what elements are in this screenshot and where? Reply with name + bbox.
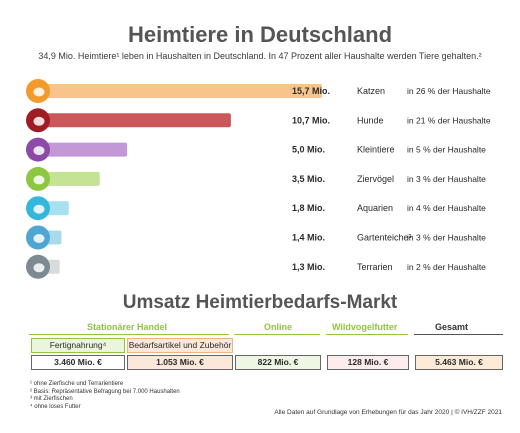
share-label-2: in 21 % der Haushalte — [407, 115, 491, 125]
category-label-4: Ziervögel — [357, 174, 394, 184]
category-label-7: Terrarien — [357, 262, 393, 272]
value-food: 3.460 Mio. € — [31, 355, 125, 370]
source-note: Alle Daten auf Grundlage von Erhebungen … — [274, 409, 502, 416]
footnote-3: ³ mit Zierfischen — [30, 396, 73, 403]
bar-4 — [36, 171, 100, 186]
value-label-2: 10,7 Mio. — [292, 115, 330, 125]
footnote-1: ¹ ohne Zierfische und Terrarientiere — [30, 381, 124, 387]
market-table: Stationärer Handel Online Wildvogelfutte… — [29, 322, 503, 382]
dog-icon-shape — [33, 116, 45, 126]
page-subtitle: 34,9 Mio. Heimtiere¹ leben in Haushalten… — [38, 51, 482, 61]
share-label-7: in 2 % der Haushalte — [407, 262, 486, 272]
value-label-4: 3,5 Mio. — [292, 174, 325, 184]
value-total: 5.463 Mio. € — [415, 355, 503, 370]
share-label-4: in 3 % der Haushalte — [407, 174, 486, 184]
footnotes: ¹ ohne Zierfische und Terrarientiere ² B… — [30, 381, 180, 411]
value-label-5: 1,8 Mio. — [292, 203, 325, 213]
header-stationary: Stationärer Handel — [87, 322, 168, 332]
subheader-supplies: Bedarfsartikel und Zubehör — [127, 338, 233, 353]
bar-2 — [36, 113, 231, 128]
share-label-6: in 3 % der Haushalte — [407, 233, 486, 243]
category-label-6: Gartenteiche³ — [357, 233, 412, 243]
header-online: Online — [264, 322, 293, 332]
footnote-4: ⁴ ohne loses Futter — [30, 403, 81, 410]
market-title: Umsatz Heimtierbedarfs-Markt — [122, 292, 398, 313]
value-label-3: 5,0 Mio. — [292, 145, 325, 155]
header-wild-bird-line — [326, 334, 408, 335]
header-wild-bird: Wildvogelfutter — [332, 322, 398, 332]
bar-3 — [36, 142, 128, 157]
share-label-1: in 26 % der Haushalte — [407, 86, 491, 96]
pets-bar-chart: 15,7 Mio. Katzen in 26 % der Haushalte 10,7… — [26, 79, 491, 279]
page-title: Heimtiere in Deutschland — [127, 22, 393, 47]
rabbit-icon-shape — [33, 146, 45, 156]
cat-icon-shape — [33, 87, 45, 97]
value-label-7: 1,3 Mio. — [292, 262, 325, 272]
value-label-6: 1,4 Mio. — [292, 233, 325, 243]
value-supplies: 1.053 Mio. € — [127, 355, 233, 370]
header-stationary-line — [29, 334, 229, 335]
pond-fish-icon-shape — [33, 234, 45, 243]
footnote-2: ² Basis: Repräsentative Befragung bei 7.… — [30, 388, 180, 395]
share-label-5: in 4 % der Haushalte — [407, 203, 486, 213]
header-total-line — [414, 334, 503, 335]
header-total: Gesamt — [435, 322, 469, 332]
category-label-1: Katzen — [357, 86, 385, 96]
share-label-3: in 5 % der Haushalte — [407, 145, 486, 155]
bird-icon-shape — [33, 175, 45, 185]
header-online-line — [234, 334, 320, 335]
turtle-icon-shape — [33, 263, 45, 273]
category-label-5: Aquarien — [357, 203, 393, 213]
value-online: 822 Mio. € — [235, 355, 321, 370]
value-label-1: 15,7 Mio. — [292, 86, 330, 96]
value-wild-bird: 128 Mio. € — [327, 355, 409, 370]
category-label-2: Hunde — [357, 115, 384, 125]
category-label-3: Kleintiere — [357, 145, 395, 155]
fish-icon-shape — [33, 204, 45, 214]
bar-1 — [36, 84, 322, 98]
subheader-food: Fertignahrung⁴ — [31, 338, 125, 353]
